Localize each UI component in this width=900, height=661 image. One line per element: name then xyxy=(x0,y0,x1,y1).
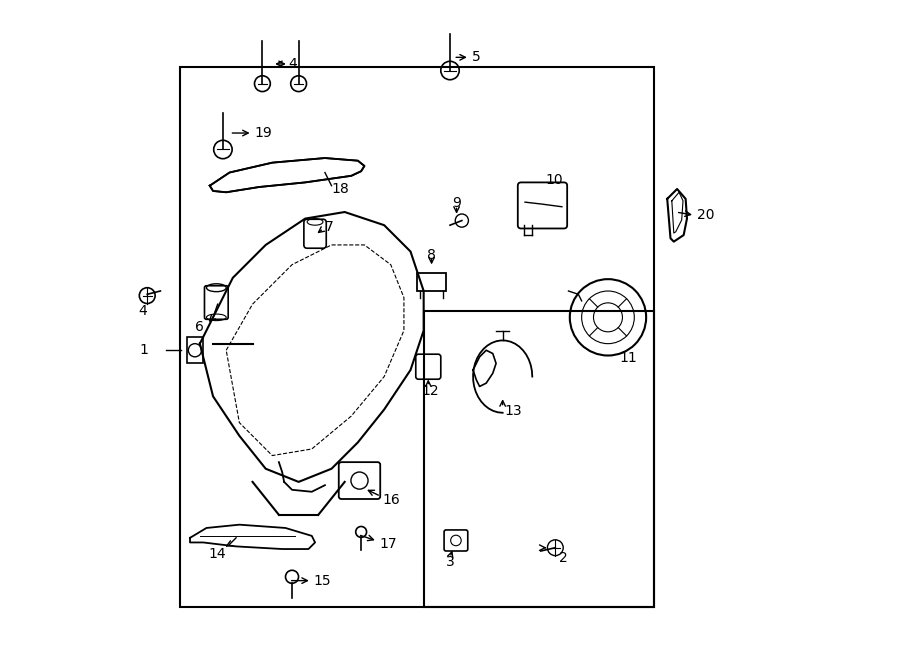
Text: 9: 9 xyxy=(452,196,461,210)
Text: 5: 5 xyxy=(472,50,481,64)
Text: 12: 12 xyxy=(422,384,439,398)
Text: 15: 15 xyxy=(314,574,331,588)
Text: 16: 16 xyxy=(382,492,400,507)
Text: 10: 10 xyxy=(545,173,563,188)
Text: 4: 4 xyxy=(139,304,148,318)
Bar xyxy=(417,272,446,291)
Bar xyxy=(424,311,654,607)
Text: 1: 1 xyxy=(140,343,148,357)
Text: 20: 20 xyxy=(697,208,715,222)
Text: 19: 19 xyxy=(255,126,273,140)
Text: 18: 18 xyxy=(331,182,349,196)
Text: 6: 6 xyxy=(195,320,204,334)
Text: 14: 14 xyxy=(209,547,226,561)
Text: 4: 4 xyxy=(289,57,298,71)
Text: 13: 13 xyxy=(504,404,522,418)
Text: 7: 7 xyxy=(325,219,334,233)
Polygon shape xyxy=(210,158,364,192)
Text: 3: 3 xyxy=(446,555,454,569)
Text: 8: 8 xyxy=(427,248,436,262)
Text: 11: 11 xyxy=(619,351,637,365)
Text: 17: 17 xyxy=(380,537,397,551)
Bar xyxy=(186,337,203,364)
Circle shape xyxy=(140,288,155,303)
Polygon shape xyxy=(190,525,315,549)
Bar xyxy=(180,67,654,607)
Text: 2: 2 xyxy=(559,551,567,564)
